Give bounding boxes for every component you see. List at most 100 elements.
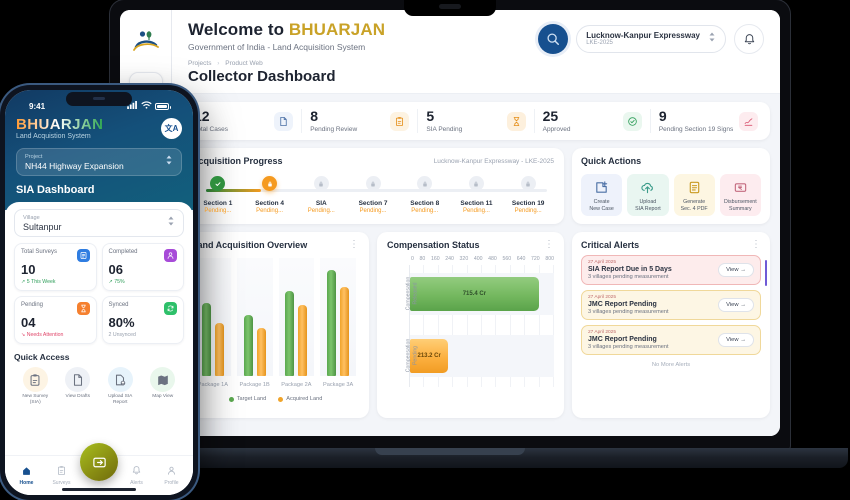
breadcrumb-item-0[interactable]: Projects [188,60,212,67]
progress-step[interactable]: Section 8 Pending... [399,176,451,214]
quick-action-button[interactable]: Create New Case [581,174,623,217]
breadcrumb-item-1[interactable]: Product Web [225,60,263,67]
alert-item[interactable]: 27 April 2025 SIA Report Due in 5 Days 3… [581,255,761,286]
tab-label: Profile [164,480,179,486]
bar[interactable] [214,323,224,377]
phone-stat-card[interactable]: Pending 04 ↘ Needs Attention [14,296,97,344]
tab-alerts[interactable]: Alerts [119,465,154,486]
phone-screen: 9:41 BHUARJAN Land Acquistion [5,90,193,495]
check-circle-icon [622,111,642,131]
quick-action-label: Disbursement Summary [724,199,757,212]
stat-card[interactable]: 5 SIA Pending [418,109,535,133]
bar[interactable] [298,305,308,377]
battery-icon [155,102,171,110]
alert-view-button[interactable]: View → [718,263,754,278]
x-tick-label: Package 3A [323,382,354,389]
alert-subtitle: 3 villages pending measurement [588,344,669,351]
stat-value: 06 [108,262,123,277]
progress-step[interactable]: Section 4 Pending... [244,176,296,214]
phone-screen-title: SIA Dashboard [16,184,95,196]
survey-icon [76,249,90,262]
phone-stat-card[interactable]: Total Surveys 10 ↗ 5 This Week [14,243,97,291]
search-icon[interactable] [538,24,569,54]
bar[interactable] [256,327,266,377]
phone-project-selector[interactable]: Project NH44 Highway Expansion [16,148,182,176]
step-status: Pending... [204,208,232,214]
stat-card[interactable]: 9 Pending Section 19 Signs [651,109,766,133]
bell-icon[interactable] [734,24,764,54]
bar[interactable] [327,270,337,377]
phone-stat-card[interactable]: Synced 80% 2 Unsynced [101,296,184,344]
bar-value-label: 213.2 Cr [417,353,441,360]
stats-row: 12 Total Cases 8 Pending Review 5 SIA Pe… [182,102,770,140]
tab-surveys[interactable]: Surveys [44,465,79,486]
quick-access-item[interactable]: View Drafts [57,367,100,406]
bar[interactable] [340,286,350,377]
progress-step[interactable]: Section 19 Pending... [502,176,554,214]
quick-access-item[interactable]: Upload SIA Report [99,367,142,406]
progress-step[interactable]: Section 7 Pending... [347,176,399,214]
stat-card[interactable]: 25 Approved [535,109,651,133]
quick-action-button[interactable]: Generate Sec. 4 PDF [673,174,715,217]
land-chart-title: Land Acquisition Overview [192,240,308,251]
phone-stat-cards: Total Surveys 10 ↗ 5 This Week Completed … [14,243,184,344]
page-welcome: Welcome to BHUARJAN [188,20,385,40]
step-status: Pending... [514,208,542,214]
status-time: 9:41 [29,101,46,111]
step-name: Section 7 [358,200,388,207]
alert-item[interactable]: 27 April 2025 JMC Report Pending 3 villa… [581,325,761,356]
step-status: Pending... [307,208,335,214]
more-vertical-icon[interactable]: ⋮ [751,239,761,251]
village-selector[interactable]: Village Sultanpur [14,209,184,237]
laptop-mockup: Welcome to BHUARJAN Government of India … [52,0,848,470]
pdf-file-icon [686,179,703,196]
y-axis-label: Compensation Pending [405,339,419,373]
phone-mockup: 9:41 BHUARJAN Land Acquistion [0,85,198,500]
x-tick-label: 720 [531,256,540,263]
phone-project-value: NH44 Highway Expansion [25,160,124,171]
quick-action-button[interactable]: Disbursement Summary [719,174,761,217]
bar[interactable] [243,314,253,377]
x-tick-label: 800 [545,256,554,263]
laptop-base [52,448,848,468]
compensation-bar[interactable]: 213.2 Cr [410,339,449,374]
tab-home[interactable]: Home [9,465,44,486]
alert-item[interactable]: 27 April 2025 JMC Report Pending 3 villa… [581,290,761,321]
tab-profile[interactable]: Profile [154,465,189,486]
phone-stat-card[interactable]: Completed 06 ↗ 75% [101,243,184,291]
project-selector[interactable]: Lucknow-Kanpur Expressway LKE-2025 [576,25,726,53]
more-vertical-icon[interactable]: ⋮ [349,239,359,251]
alert-view-button[interactable]: View → [718,298,754,313]
quick-action-button[interactable]: Upload SIA Report [627,174,669,217]
phone-body: Village Sultanpur Total Surveys 10 ↗ 5 T… [5,202,193,495]
progress-step[interactable]: Section 11 Pending... [451,176,503,214]
x-tick-label: 480 [488,256,497,263]
quick-access-item[interactable]: New Survey (SIA) [14,367,57,406]
breadcrumb-separator: › [217,60,220,67]
new-entry-icon[interactable] [80,443,118,481]
progress-stepper: Section 1 Pending... Section 4 Pending..… [192,176,554,214]
chevron-updown-icon [165,153,173,171]
bar[interactable] [201,303,211,377]
more-vertical-icon[interactable]: ⋮ [544,239,554,251]
legend-item[interactable]: Target Land [228,396,266,402]
phone-home-indicator [62,488,136,491]
stat-card[interactable]: 8 Pending Review [302,109,419,133]
alert-subtitle: 3 villages pending measurement [588,274,669,281]
compensation-bar[interactable]: 715.4 Cr [410,277,539,312]
alert-view-button[interactable]: View → [718,333,754,348]
stat-card[interactable]: 12 Total Cases [186,109,303,133]
quick-actions-card: Quick Actions Create New Case Upload SIA R… [572,148,770,225]
progress-step[interactable]: SIA Pending... [295,176,347,214]
clipboard-icon [44,465,79,478]
sync-icon [164,302,177,315]
progress-step[interactable]: Section 1 Pending... [192,176,244,214]
language-icon[interactable]: 文A [161,117,182,139]
quick-access-item[interactable]: Map View [142,367,185,406]
step-name: Section 8 [410,200,440,207]
laptop-screen: Welcome to BHUARJAN Government of India … [110,0,790,450]
alerts-scrollbar[interactable] [765,260,767,287]
legend-item[interactable]: Acquired Land [278,396,322,402]
x-tick-label: 560 [502,256,512,263]
bar[interactable] [285,291,295,377]
